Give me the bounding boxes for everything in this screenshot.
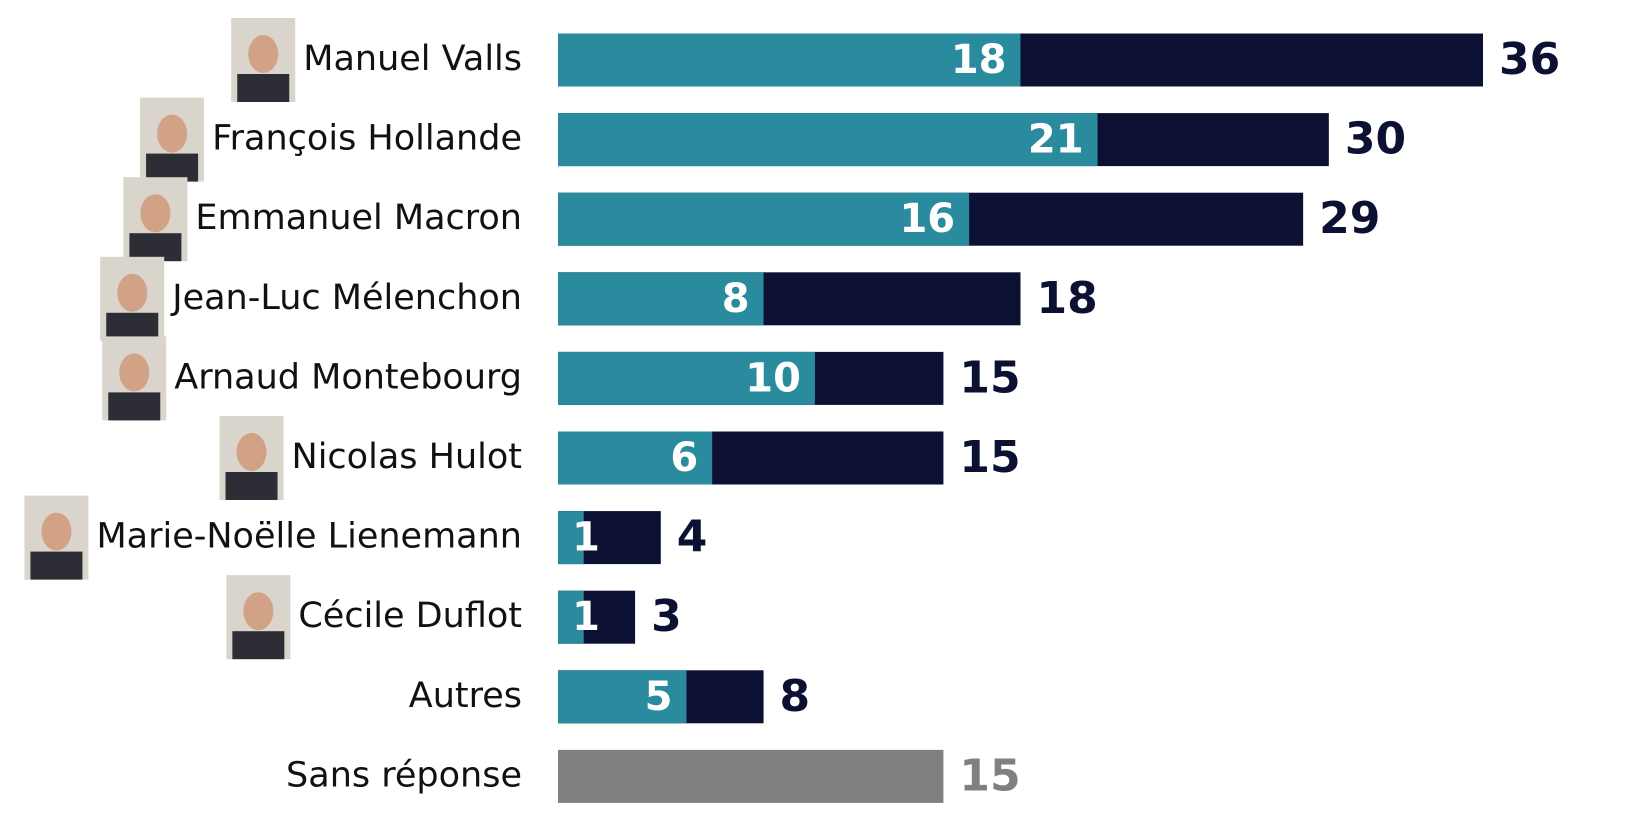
total-label: 29 (1319, 193, 1380, 244)
portrait-face (119, 353, 150, 392)
category-label: Sans réponse (286, 755, 522, 795)
portrait (219, 416, 284, 500)
first-choice-label: 1 (572, 515, 600, 561)
portrait (24, 495, 89, 580)
portrait (102, 336, 167, 421)
total-label: 4 (677, 512, 708, 563)
portrait-face (236, 433, 267, 471)
portrait-body (146, 153, 199, 182)
first-choice-bar (558, 670, 687, 724)
category-label: Autres (409, 676, 522, 716)
first-choice-label: 18 (951, 37, 1007, 83)
first-choice-bar (558, 192, 970, 246)
total-bar (558, 749, 944, 803)
portrait (123, 177, 188, 262)
category-label: Marie-Noëlle Lienemann (96, 517, 522, 557)
first-choice-bar (558, 33, 1021, 87)
category-label: Arnaud Montebourg (174, 357, 522, 397)
first-choice-label: 6 (670, 435, 698, 481)
category-label: Nicolas Hulot (292, 437, 522, 477)
first-choice-bar (558, 113, 1098, 167)
first-choice-bar (558, 590, 584, 644)
portrait-body (232, 631, 285, 660)
first-choice-bar (558, 272, 764, 326)
first-choice-label: 8 (722, 276, 750, 322)
first-choice-label: 10 (745, 355, 801, 401)
category-label: François Hollande (212, 119, 522, 159)
first-choice-label: 16 (899, 196, 955, 242)
first-choice-label: 5 (645, 674, 673, 720)
portrait (140, 97, 205, 182)
total-label: 15 (959, 352, 1020, 403)
portrait-body (30, 551, 83, 580)
total-label: 15 (959, 750, 1020, 801)
portrait-face (157, 114, 188, 153)
total-label: 3 (651, 591, 682, 642)
first-choice-bar (558, 511, 584, 565)
total-label: 15 (959, 432, 1020, 483)
portrait-face (248, 35, 279, 73)
portrait (100, 256, 165, 341)
portrait-body (129, 233, 182, 262)
total-label: 36 (1499, 34, 1560, 85)
category-label: Manuel Valls (303, 39, 522, 79)
total-label: 8 (780, 671, 811, 722)
total-label: 30 (1345, 114, 1406, 165)
total-label: 18 (1037, 273, 1098, 324)
category-label: Jean-Luc Mélenchon (170, 278, 522, 318)
portrait-face (140, 194, 171, 233)
category-label: Cécile Duflot (298, 596, 522, 636)
portrait-body (106, 312, 159, 341)
portrait (226, 575, 291, 660)
portrait-body (225, 472, 278, 500)
first-choice-label: 1 (572, 594, 600, 640)
portrait-body (237, 74, 290, 102)
category-label: Emmanuel Macron (195, 198, 522, 238)
first-choice-bar (558, 431, 713, 485)
first-choice-label: 21 (1028, 117, 1084, 163)
portrait-body (108, 392, 161, 421)
portrait-face (117, 273, 148, 312)
portrait-face (243, 592, 274, 631)
first-choice-bar (558, 351, 815, 405)
portrait (231, 18, 296, 102)
portrait-face (41, 512, 72, 551)
